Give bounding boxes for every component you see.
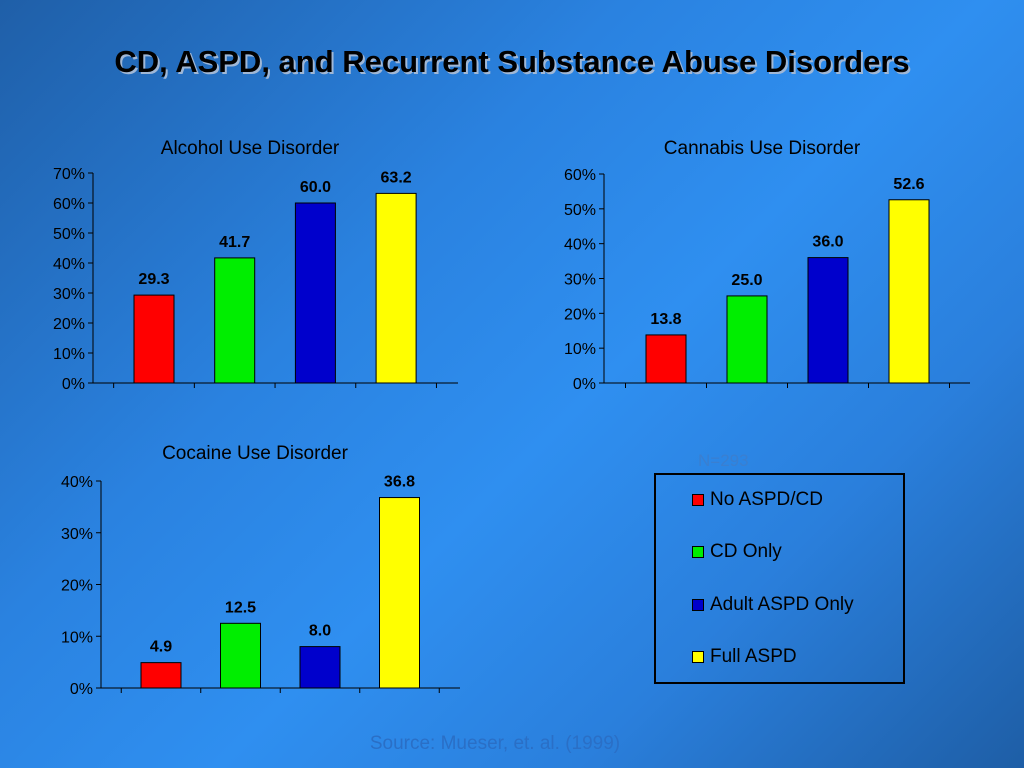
legend-swatch-green [692, 546, 704, 558]
data-label: 60.0 [300, 179, 331, 196]
y-tick-label: 40% [61, 474, 93, 491]
y-tick-label: 20% [61, 578, 93, 595]
data-label: 8.0 [309, 623, 331, 640]
legend-label: No ASPD/CD [710, 489, 823, 510]
slide-title: CD, ASPD, and Recurrent Substance Abuse … [114, 44, 910, 79]
data-label: 29.3 [138, 271, 169, 288]
y-tick-label: 10% [53, 346, 85, 363]
y-tick-label: 10% [61, 629, 93, 646]
bar [294, 202, 336, 384]
y-tick-label: 30% [564, 272, 596, 289]
legend-label: Adult ASPD Only [710, 594, 854, 615]
legend-item: CD Only [692, 540, 782, 564]
y-tick-label: 50% [53, 226, 85, 243]
data-label: 12.5 [225, 599, 256, 616]
bar [133, 294, 175, 384]
bar [726, 295, 768, 384]
data-label: 13.8 [650, 311, 681, 328]
bar [645, 334, 687, 384]
y-tick-label: 60% [564, 167, 596, 184]
y-tick-label: 40% [564, 237, 596, 254]
data-label: 63.2 [381, 169, 412, 186]
legend-swatch-red [692, 494, 704, 506]
y-tick-label: 70% [53, 166, 85, 183]
data-label: 36.0 [812, 234, 843, 251]
legend-swatch-blue [692, 599, 704, 611]
y-tick-label: 60% [53, 196, 85, 213]
bar [214, 257, 256, 384]
legend-item: No ASPD/CD [692, 488, 823, 512]
chart-title: Cannabis Use Disorder [664, 138, 861, 159]
y-tick-label: 30% [53, 286, 85, 303]
y-tick-label: 20% [564, 306, 596, 323]
legend-label: CD Only [710, 541, 782, 562]
chart-title: Alcohol Use Disorder [161, 138, 340, 159]
data-label: 36.8 [384, 474, 415, 491]
legend-item: Full ASPD [692, 645, 797, 669]
source-citation: Source: Mueser, et. al. (1999) [369, 733, 621, 754]
data-label: 41.7 [219, 234, 250, 251]
y-tick-label: 0% [573, 376, 596, 393]
y-tick-label: 30% [61, 526, 93, 543]
chart-title: Cocaine Use Disorder [162, 443, 349, 464]
y-tick-label: 50% [564, 202, 596, 219]
bar [375, 192, 417, 384]
bar [379, 497, 420, 689]
legend-label: Full ASPD [710, 646, 797, 667]
data-label: 25.0 [731, 272, 762, 289]
sample-size-note: N=293 [698, 451, 749, 470]
legend: No ASPD/CD CD Only Adult ASPD Only Full … [654, 473, 905, 684]
bar [299, 646, 341, 689]
data-label: 4.9 [150, 639, 172, 656]
legend-swatch-yellow [692, 651, 704, 663]
y-tick-label: 10% [564, 341, 596, 358]
bar [220, 622, 261, 689]
bar [140, 662, 182, 689]
y-tick-label: 20% [53, 316, 85, 333]
bar [807, 257, 849, 384]
y-tick-label: 40% [53, 256, 85, 273]
data-label: 52.6 [893, 176, 924, 193]
y-tick-label: 0% [70, 681, 93, 698]
y-tick-label: 0% [62, 376, 85, 393]
bar [888, 199, 930, 384]
legend-item: Adult ASPD Only [692, 593, 854, 617]
